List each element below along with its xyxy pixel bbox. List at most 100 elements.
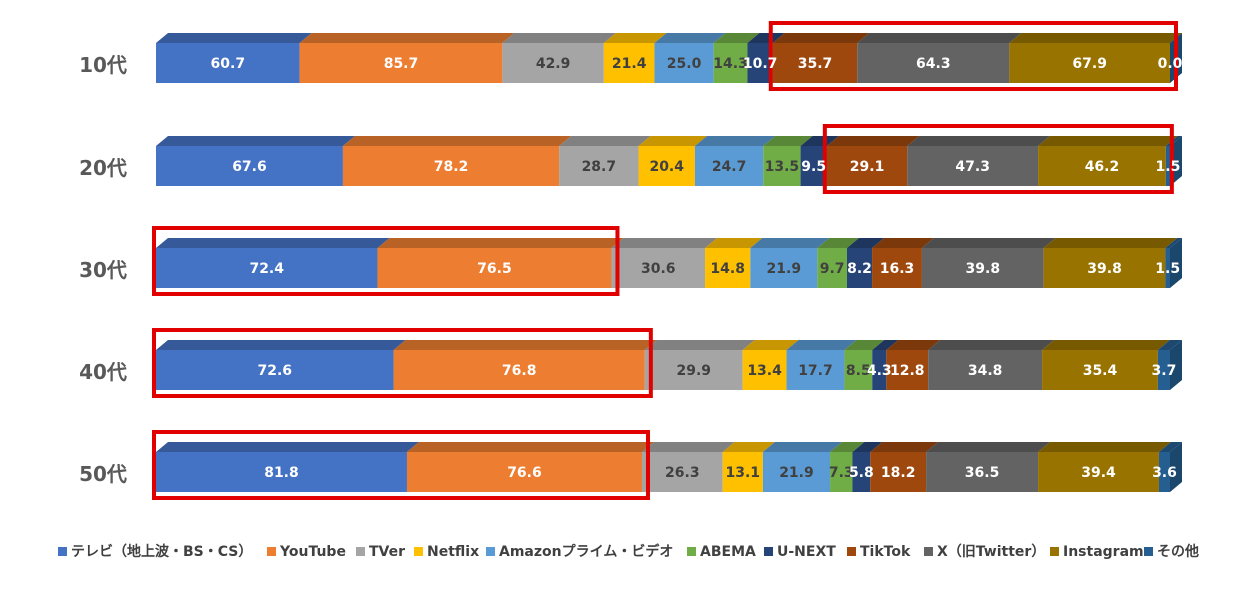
bar-front-face xyxy=(1009,43,1170,83)
bar-segment-amazon-prime-video xyxy=(786,340,857,390)
legend-swatch xyxy=(486,547,495,556)
bar-top-face xyxy=(870,442,939,452)
legend-item-netflix: Netflix xyxy=(414,544,479,560)
legend-swatch xyxy=(414,547,423,556)
bar-front-face xyxy=(857,43,1010,83)
bar-segment-tiktok xyxy=(826,136,920,186)
bar-top-face xyxy=(928,340,1055,350)
bar-segment-abema xyxy=(817,238,859,288)
bar-top-face xyxy=(644,340,755,350)
value-label: 76.6 xyxy=(507,465,542,481)
legend-item-youtube: YouTube xyxy=(267,544,346,560)
bar-top-face xyxy=(722,442,775,452)
value-label: 28.7 xyxy=(582,159,617,175)
bar-segment-other xyxy=(1165,238,1182,288)
legend-item-x-twitter: X（旧Twitter） xyxy=(924,544,1045,560)
highlight-layer xyxy=(152,21,1178,500)
legend-item-tver: TVer xyxy=(356,544,405,560)
bar-front-face xyxy=(870,452,927,492)
bar-segment-youtube xyxy=(299,33,515,83)
bar-top-face xyxy=(705,238,763,248)
bar-segment-x-twitter xyxy=(857,33,1022,83)
value-label: 47.3 xyxy=(955,159,990,175)
bar-segment-other xyxy=(1158,442,1182,492)
bar-segment-amazon-prime-video xyxy=(694,136,776,186)
value-label: 78.2 xyxy=(434,159,469,175)
bar-segment-amazon-prime-video xyxy=(750,238,830,288)
bar-segment-x-twitter xyxy=(921,238,1056,288)
value-label: 13.1 xyxy=(725,465,760,481)
value-label: 21.4 xyxy=(612,56,647,72)
bar-top-face xyxy=(502,33,616,43)
bar-top-face xyxy=(559,136,651,146)
value-label: 30.6 xyxy=(641,261,676,277)
value-label: 18.2 xyxy=(881,465,916,481)
bar-front-face xyxy=(342,146,560,186)
bar-segment-x-twitter xyxy=(928,340,1055,390)
bar-segment-amazon-prime-video xyxy=(654,33,726,83)
bar-top-face xyxy=(742,340,799,350)
bar-top-face xyxy=(654,33,726,43)
bar-front-face xyxy=(377,248,612,288)
bar-top-face xyxy=(1009,33,1182,43)
bar-segment-instagram xyxy=(1038,442,1171,492)
legend-label: TVer xyxy=(369,544,405,560)
bar-top-face xyxy=(603,33,667,43)
value-label: 36.5 xyxy=(965,465,1000,481)
bar-top-face xyxy=(1157,340,1182,350)
legend-swatch xyxy=(1144,547,1153,556)
bar-top-face xyxy=(156,340,406,350)
bar-top-face xyxy=(1042,340,1170,350)
bar-segment-abema xyxy=(844,340,885,390)
value-label: 72.6 xyxy=(258,363,293,379)
bar-segment-tv xyxy=(156,442,419,492)
value-label: 46.2 xyxy=(1085,159,1120,175)
legend-swatch xyxy=(847,547,856,556)
bar-top-face xyxy=(886,340,941,350)
value-label: 25.0 xyxy=(667,56,702,72)
value-label: 3.7 xyxy=(1152,363,1177,379)
bar-front-face xyxy=(786,350,845,390)
bar-segment-other xyxy=(1157,340,1182,390)
bar-front-face xyxy=(747,43,773,83)
legend-label: Amazonプライム・ビデオ xyxy=(499,543,673,560)
bar-segment-tver xyxy=(559,136,651,186)
bar-segment-netflix xyxy=(722,442,775,492)
value-label: 60.7 xyxy=(211,56,246,72)
bar-front-face xyxy=(907,146,1039,186)
bar-segment-u-next xyxy=(747,33,785,83)
bar-front-face xyxy=(1158,452,1170,492)
category-label: 50代 xyxy=(79,462,127,486)
bar-front-face xyxy=(406,452,642,492)
bar-front-face xyxy=(156,248,378,288)
bar-front-face xyxy=(1043,248,1166,288)
bar-segment-netflix xyxy=(742,340,799,390)
highlight-box xyxy=(152,226,620,296)
bar-top-face xyxy=(772,33,870,43)
legend-swatch xyxy=(58,547,67,556)
value-label: 29.9 xyxy=(676,363,711,379)
bar-top-face xyxy=(377,238,624,248)
bar-top-face xyxy=(156,136,355,146)
value-label: 35.7 xyxy=(798,56,833,72)
bar-top-face xyxy=(156,442,419,452)
bar-segment-x-twitter xyxy=(907,136,1051,186)
bar-front-face xyxy=(156,146,343,186)
bar-top-face xyxy=(156,238,390,248)
bar-front-face xyxy=(928,350,1043,390)
legend-swatch xyxy=(1050,547,1059,556)
bar-front-face xyxy=(872,350,887,390)
bar-segment-youtube xyxy=(342,136,572,186)
value-label: 81.8 xyxy=(264,465,299,481)
value-label: 39.4 xyxy=(1081,465,1116,481)
legend-label: ABEMA xyxy=(700,544,756,560)
value-label: 13.4 xyxy=(747,363,782,379)
bar-segment-abema xyxy=(830,442,865,492)
bar-top-face xyxy=(694,136,776,146)
legend-item-other: その他 xyxy=(1144,543,1199,560)
bar-segment-instagram xyxy=(1042,340,1170,390)
bar-segment-instagram xyxy=(1009,33,1182,83)
legend-item-u-next: U-NEXT xyxy=(764,544,836,560)
bar-side-face xyxy=(1170,442,1182,492)
legend-label: テレビ（地上波・BS・CS） xyxy=(71,543,252,560)
